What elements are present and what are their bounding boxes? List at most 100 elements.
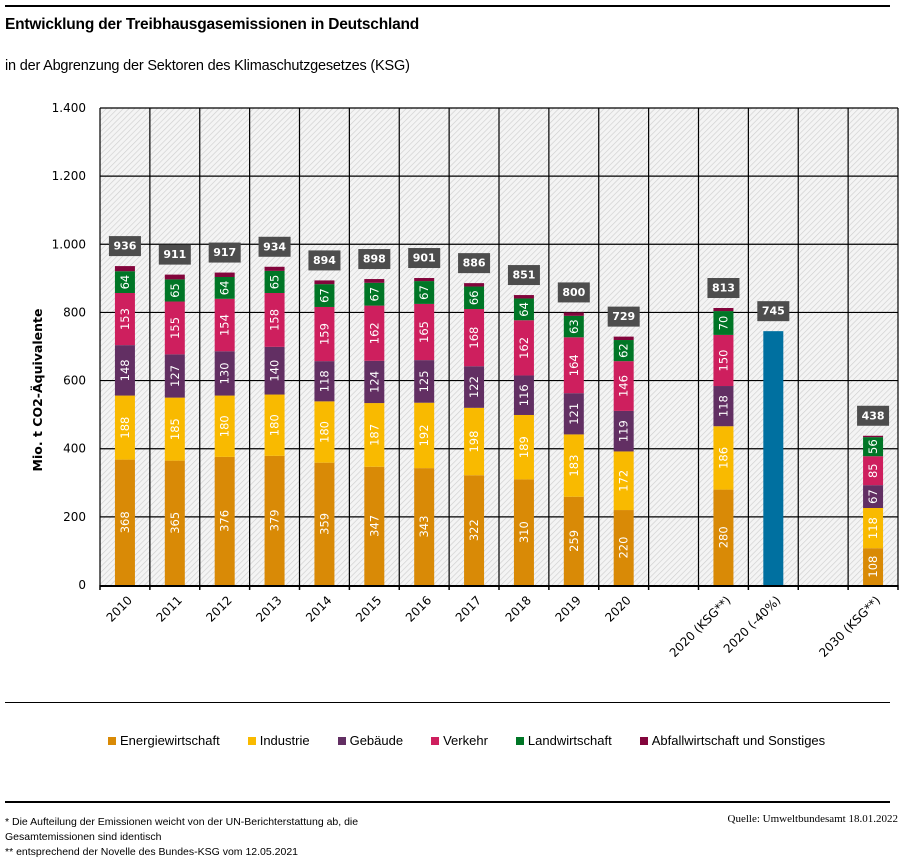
bar-segment-verkehr [414,303,435,361]
bar-segment-landwirtschaft [164,279,185,302]
total-value-label: 800 [562,286,585,299]
segment-value-label: 66 [467,290,481,305]
segment-value-label: 63 [567,319,581,334]
legend-label: Gebäude [349,733,404,748]
segment-value-label: 124 [367,371,381,393]
bar-segment-geb-ude [114,345,135,396]
footer-top-rule [5,801,890,803]
bar-segment-energiewirtschaft [513,479,534,585]
bar-segment-abfallwirtschaft-und-sonstiges [414,278,435,282]
total-value-label: 911 [163,248,186,261]
total-label-box [358,249,391,270]
bar-segment-energiewirtschaft [863,548,884,585]
bar-segment-abfallwirtschaft-und-sonstiges [164,274,185,280]
segment-value-label: 125 [417,370,431,392]
footnotes: * Die Aufteilung der Emissionen weicht v… [5,815,425,860]
segment-value-label: 220 [617,537,631,559]
bar-segment-landwirtschaft [464,286,485,310]
bar-segment-energiewirtschaft [314,462,335,585]
y-tick-label: 1.200 [52,169,86,183]
bar-segment-geb-ude [414,360,435,403]
segment-value-label: 122 [467,376,481,398]
segment-value-label: 56 [866,439,880,454]
segment-value-label: 146 [617,375,631,397]
legend-item-verkehr: Verkehr [431,733,488,748]
segment-value-label: 180 [268,414,282,436]
bar-segment-energiewirtschaft [414,468,435,585]
segment-value-label: 150 [716,349,730,371]
total-label-box [308,250,341,271]
bar-segment-verkehr [713,334,734,387]
legend-swatch [431,736,440,745]
chart-title: Entwicklung der Treibhausgasemissionen i… [5,16,420,33]
bar-segment-verkehr [264,293,285,347]
bar-segment-energiewirtschaft [114,459,135,585]
segment-value-label: 153 [118,308,132,330]
legend-item-industrie: Industrie [247,733,310,748]
bar-segment-verkehr [364,305,385,361]
bar-segment-energiewirtschaft [264,455,285,585]
y-tick-label: 600 [63,374,86,388]
bar-segment-abfallwirtschaft-und-sonstiges [214,272,235,277]
total-value-label: 917 [213,246,236,259]
segment-value-label: 119 [617,420,631,442]
bar-segment-energiewirtschaft [464,475,485,585]
total-value-label: 813 [712,281,735,294]
bar-segment-industrie [563,434,584,497]
legend-item-abfallwirtschaft: Abfallwirtschaft und Sonstiges [639,733,826,748]
bar-segment-industrie [364,403,385,467]
segment-value-label: 322 [467,519,481,541]
segment-value-label: 127 [168,365,182,387]
bar-segment-landwirtschaft [713,311,734,335]
bar-segment-energiewirtschaft [613,510,634,585]
segment-value-label: 121 [567,403,581,425]
bar-segment-industrie [863,507,884,549]
bar-segment-verkehr [114,293,135,346]
segment-value-label: 67 [367,287,381,302]
bar-segment-landwirtschaft [863,437,884,457]
segment-value-label: 343 [417,516,431,538]
bar-segment-industrie [164,397,185,461]
bar-segment-geb-ude [314,361,335,402]
bar-segment-landwirtschaft [513,298,534,321]
segment-value-label: 116 [517,384,531,406]
segment-value-label: 180 [218,415,232,437]
source-note: Quelle: Umweltbundesamt 18.01.2022 [727,813,898,825]
total-label-box [507,265,540,286]
bar-segment-verkehr [464,309,485,367]
total-label-box [458,253,491,274]
x-tick-label: 2012 [203,593,234,624]
bar-segment-verkehr [563,337,584,394]
legend-label: Abfallwirtschaft und Sonstiges [651,733,826,748]
x-tick-label: 2020 [602,593,633,624]
segment-value-label: 185 [168,418,182,440]
segment-value-label: 165 [417,321,431,343]
y-axis-label: Mio. t CO2-Äquivalente [30,309,45,472]
segment-value-label: 368 [118,511,132,533]
bar-segment-energiewirtschaft [713,489,734,585]
y-tick-label: 800 [63,305,86,319]
segment-value-label: 154 [218,314,232,336]
bar-segment-abfallwirtschaft-und-sonstiges [314,280,335,285]
total-label-box [408,248,441,269]
bar-segment-abfallwirtschaft-und-sonstiges [264,266,285,271]
bar-segment-geb-ude [464,366,485,408]
segment-value-label: 189 [517,436,531,458]
x-tick-label: 2019 [552,593,583,624]
total-label-box [857,405,890,426]
bar-segment-geb-ude [713,386,734,427]
total-value-label: 851 [512,269,535,282]
legend-swatch [337,736,346,745]
bar-segment-industrie [464,407,485,476]
total-value-label: 438 [862,409,885,422]
segment-value-label: 365 [168,512,182,534]
total-value-label: 901 [413,252,436,265]
segment-value-label: 347 [367,515,381,537]
bar-segment-geb-ude [563,393,584,435]
bar-segment-industrie [713,426,734,490]
legend-label: Landwirtschaft [527,733,612,748]
bar-segment-geb-ude [164,354,185,398]
bar-segment-landwirtschaft [114,271,135,294]
y-axis-ticks: 0 200 400 600 800 1.000 1.200 1.400 [52,101,86,592]
y-tick-label: 0 [78,578,86,592]
